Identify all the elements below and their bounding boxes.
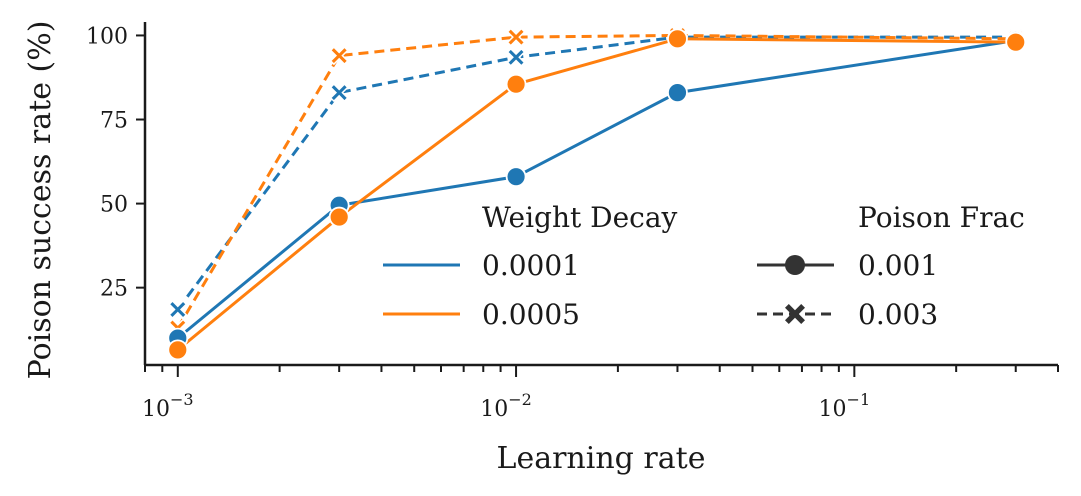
- data-point-circle: [667, 82, 688, 104]
- data-point-circle: [505, 73, 527, 95]
- x-tick-label: 10−1: [819, 390, 871, 422]
- data-point-x: [329, 46, 349, 66]
- data-point-x: [506, 27, 526, 47]
- y-tick-label: 50: [100, 193, 128, 218]
- data-point-circle: [1005, 31, 1027, 53]
- data-point-circle: [167, 339, 189, 361]
- x-tick-label-base: 10: [142, 397, 170, 422]
- x-tick-label: 10−3: [142, 390, 194, 422]
- y-tick-label: 75: [100, 109, 128, 134]
- y-axis-title: Poison success rate (%): [23, 21, 58, 380]
- legend-marker-pf-0: [785, 255, 805, 275]
- legend-marker-pf-1: [785, 304, 805, 324]
- data-point-circle: [667, 28, 688, 50]
- x-axis-title: Learning rate: [497, 441, 706, 476]
- x-tick-label-base: 10: [480, 397, 508, 422]
- legend-title-weight-decay: Weight Decay: [482, 201, 678, 234]
- data-point-x: [506, 47, 526, 67]
- x-tick-label-exponent: −1: [847, 390, 871, 409]
- data-point-circle: [505, 166, 527, 188]
- x-tick-label-exponent: −3: [170, 390, 194, 409]
- data-point-circle: [328, 206, 350, 228]
- legend-label-wd-0: 0.0001: [482, 249, 580, 282]
- series-line: [176, 33, 1016, 329]
- y-tick-label: 25: [100, 277, 128, 302]
- legend-label-wd-1: 0.0005: [482, 298, 580, 331]
- x-tick-label-base: 10: [819, 397, 847, 422]
- marker-layer: [167, 25, 1027, 361]
- x-tick-label: 10−2: [480, 390, 532, 422]
- legend: Weight Decay 0.0001 0.0005 Poison Frac 0…: [383, 201, 1025, 331]
- data-point-x: [168, 299, 188, 320]
- x-tick-label-exponent: −2: [508, 390, 532, 409]
- data-point-x: [329, 83, 349, 103]
- y-tick-label: 100: [86, 24, 128, 49]
- legend-title-poison-frac: Poison Frac: [858, 201, 1025, 234]
- legend-label-pf-0: 0.001: [858, 249, 938, 282]
- legend-label-pf-1: 0.003: [858, 298, 938, 331]
- series-line: [176, 39, 1016, 340]
